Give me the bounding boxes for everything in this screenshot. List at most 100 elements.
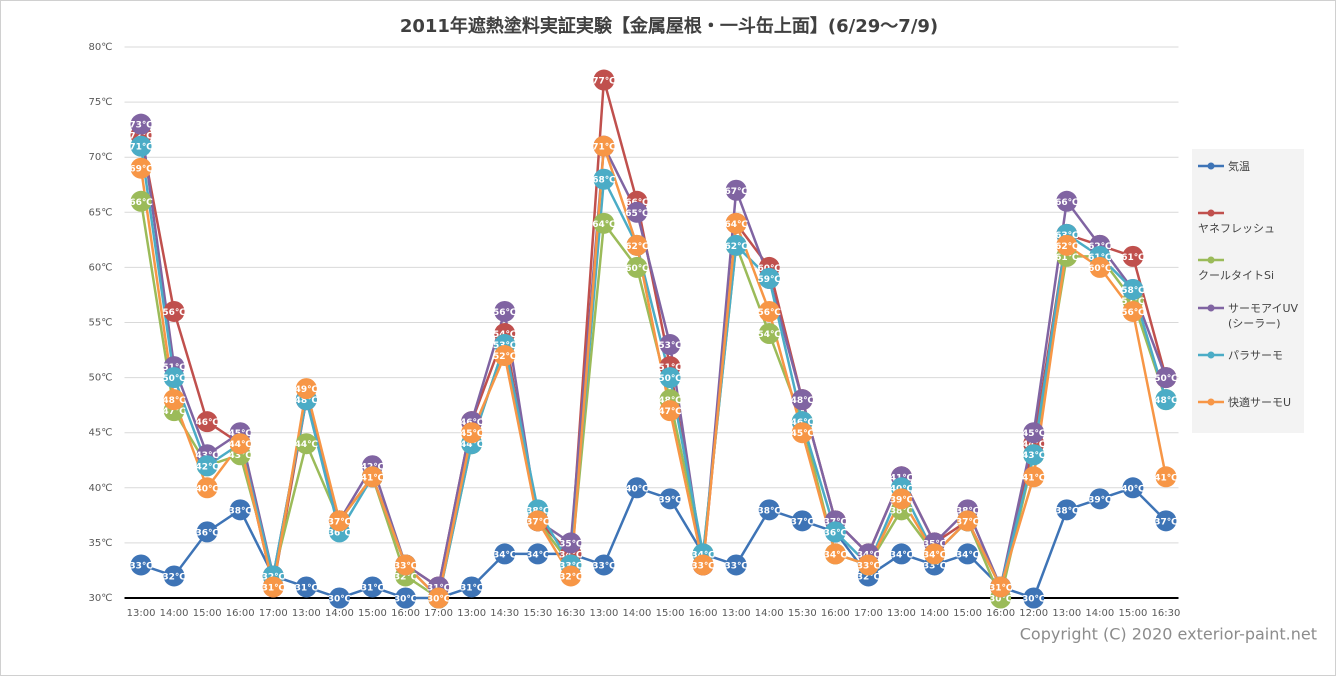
data-label: 37℃ — [956, 517, 980, 527]
x-tick-label: 16:00 — [986, 608, 1015, 619]
data-label: 32℃ — [394, 572, 418, 582]
series-line — [139, 145, 1168, 601]
data-label: 44℃ — [229, 440, 253, 450]
data-point — [560, 532, 582, 554]
data-point — [328, 510, 350, 532]
data-label: 56℃ — [162, 308, 186, 318]
data-point — [461, 576, 483, 598]
data-label: 31℃ — [989, 583, 1013, 593]
data-point — [163, 565, 185, 587]
data-point — [791, 389, 813, 411]
data-label: 62℃ — [1055, 242, 1079, 252]
data-point — [428, 587, 450, 609]
data-point — [295, 378, 317, 400]
legend-marker — [1207, 209, 1215, 217]
data-point — [130, 135, 152, 157]
data-label: 34℃ — [824, 550, 848, 560]
data-point — [229, 499, 251, 521]
data-label: 60℃ — [1088, 264, 1112, 274]
data-label: 43℃ — [229, 451, 253, 461]
data-point — [163, 367, 185, 389]
data-point — [692, 554, 714, 576]
legend-icon — [1198, 209, 1224, 217]
data-label: 34℃ — [956, 550, 980, 560]
x-tick-label: 16:30 — [1152, 608, 1181, 619]
x-tick-label: 13:00 — [1052, 608, 1081, 619]
data-label: 65℃ — [625, 209, 649, 219]
x-tick-label: 15:00 — [193, 608, 222, 619]
x-tick-label: 17:00 — [259, 608, 288, 619]
data-point — [1023, 444, 1045, 466]
legend-icon — [1198, 304, 1224, 312]
data-point — [130, 190, 152, 212]
x-tick-label: 13:00 — [292, 608, 321, 619]
data-label: 30℃ — [328, 595, 352, 605]
data-point — [1122, 477, 1144, 499]
data-point — [857, 554, 879, 576]
data-point — [824, 521, 846, 543]
data-point — [494, 543, 516, 565]
legend-label: ヤネフレッシュ — [1198, 222, 1275, 235]
x-tick-label: 14:00 — [623, 608, 652, 619]
data-point — [1056, 234, 1078, 256]
data-point — [1155, 510, 1177, 532]
data-label: 62℃ — [625, 242, 649, 252]
data-label: 41℃ — [1154, 473, 1178, 483]
data-label: 33℃ — [724, 561, 748, 571]
data-point — [659, 334, 681, 356]
data-point — [957, 543, 979, 565]
data-label: 64℃ — [724, 220, 748, 230]
data-label: 54℃ — [758, 330, 782, 340]
y-tick-label: 80℃ — [89, 42, 113, 53]
data-point — [990, 576, 1012, 598]
series-line — [139, 123, 1168, 592]
legend-label: パラサーモ — [1228, 349, 1283, 362]
data-label: 46℃ — [195, 418, 219, 428]
data-point — [626, 201, 648, 223]
data-label: 37℃ — [791, 517, 815, 527]
data-point — [824, 543, 846, 565]
data-label: 50℃ — [162, 374, 186, 384]
y-tick-label: 65℃ — [89, 207, 113, 218]
data-label: 41℃ — [1022, 473, 1046, 483]
data-point — [957, 510, 979, 532]
x-tick-label: 13:00 — [127, 608, 156, 619]
data-point — [1023, 422, 1045, 444]
data-point — [527, 510, 549, 532]
data-label: 56℃ — [1121, 308, 1145, 318]
y-tick-label: 45℃ — [89, 428, 113, 439]
data-label: 50℃ — [658, 374, 682, 384]
data-point — [361, 466, 383, 488]
data-label: 40℃ — [195, 484, 219, 494]
x-tick-label: 15:00 — [953, 608, 982, 619]
legend-item: クールタイトSi — [1198, 253, 1304, 283]
data-label: 37℃ — [526, 517, 550, 527]
x-tick-label: 14:00 — [325, 608, 354, 619]
data-point — [1155, 389, 1177, 411]
x-tick-label: 17:00 — [854, 608, 883, 619]
legend-item: 気温 — [1198, 159, 1250, 174]
data-label: 39℃ — [658, 495, 682, 505]
x-tick-label: 14:00 — [755, 608, 784, 619]
y-tick-label: 35℃ — [89, 538, 113, 549]
x-tick-label: 13:00 — [887, 608, 916, 619]
data-point — [163, 300, 185, 322]
data-point — [361, 576, 383, 598]
data-point — [1122, 278, 1144, 300]
data-point — [791, 422, 813, 444]
data-label: 31℃ — [460, 583, 484, 593]
data-point — [593, 168, 615, 190]
data-label: 38℃ — [1055, 506, 1079, 516]
data-label: 48℃ — [295, 396, 319, 406]
data-label: 61℃ — [1055, 253, 1079, 263]
data-point — [593, 554, 615, 576]
data-label: 31℃ — [361, 583, 385, 593]
data-point — [295, 433, 317, 455]
data-label: 58℃ — [1121, 286, 1145, 296]
data-label: 32℃ — [559, 572, 583, 582]
data-label: 44℃ — [295, 440, 319, 450]
data-point — [196, 521, 218, 543]
legend-item: パラサーモ — [1198, 348, 1283, 363]
data-point — [1155, 466, 1177, 488]
data-label: 32℃ — [857, 572, 881, 582]
